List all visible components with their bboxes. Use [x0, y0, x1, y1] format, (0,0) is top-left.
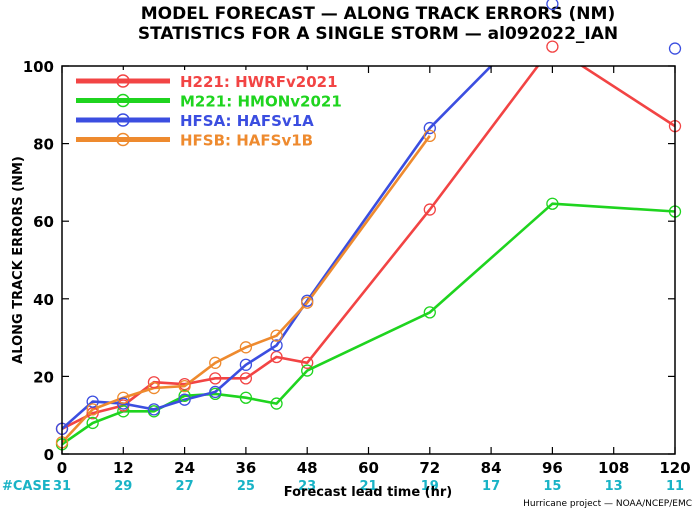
x-axis-label: Forecast lead time (hr): [284, 485, 452, 500]
legend-marker: [116, 132, 130, 147]
case-count: 13: [605, 479, 623, 494]
data-point: [546, 40, 559, 53]
legend-marker: [116, 74, 130, 88]
case-count: 11: [666, 479, 684, 494]
x-tick-label: 0: [57, 459, 67, 477]
data-point: [423, 129, 436, 142]
data-point: [209, 385, 222, 399]
legend-label: HFSA: HAFSv1A: [180, 112, 314, 130]
y-tick-label: 80: [33, 136, 54, 154]
data-point: [86, 395, 99, 408]
case-counts: 31 29 27 25 23 21 19 17 15 13 11: [53, 479, 684, 494]
case-count: 15: [543, 479, 561, 494]
data-point: [147, 376, 161, 389]
data-point: [178, 393, 191, 406]
x-tick-label: 120: [659, 459, 690, 477]
case-count: 23: [298, 479, 316, 494]
data-point: [270, 339, 283, 352]
chart-title-line-2: STATISTICS FOR A SINGLE STORM — al092022…: [138, 24, 618, 44]
x-tick-label: 96: [542, 459, 563, 477]
data-point: [209, 356, 222, 369]
data-point: [301, 296, 314, 309]
x-tick-label: 24: [174, 459, 195, 477]
case-count: 25: [237, 479, 255, 494]
series-line-4: [62, 135, 431, 444]
data-point: [147, 403, 161, 416]
data-point: [546, 0, 559, 11]
legend-label: H221: HWRFv2021: [180, 73, 338, 91]
legend-marker: [116, 113, 130, 127]
data-point: [178, 379, 191, 393]
axis-ticks: 0 12 24 36 48 60 72 84 96 108 120 0 20 40 60 80 100: [23, 58, 691, 477]
data-point: [668, 42, 682, 55]
case-count: 27: [176, 479, 194, 494]
x-tick-label: 108: [598, 459, 629, 477]
data-point: [117, 391, 130, 404]
data-point: [301, 364, 314, 377]
credit-text: Hurricane project — NOAA/NCEP/EMC: [523, 499, 692, 509]
case-label: #CASE: [2, 479, 51, 494]
case-count: 17: [482, 479, 500, 494]
data-point: [270, 397, 283, 410]
data-point: [239, 372, 253, 385]
data-point: [178, 389, 191, 402]
x-tick-label: 84: [481, 459, 502, 477]
y-tick-label: 40: [33, 291, 54, 309]
data-point: [423, 306, 436, 319]
x-tick-label: 60: [358, 459, 379, 477]
data-point: [239, 358, 253, 371]
case-count: 19: [421, 479, 439, 494]
y-axis-label: ALONG TRACK ERRORS (NM): [11, 156, 26, 364]
data-point: [239, 341, 253, 354]
chart-title-line-1: MODEL FORECAST — ALONG TRACK ERRORS (NM): [141, 4, 615, 24]
data-point: [423, 203, 436, 216]
x-tick-label: 36: [235, 459, 256, 477]
y-tick-label: 0: [44, 446, 54, 464]
data-point: [301, 356, 314, 369]
case-count: 21: [359, 479, 377, 494]
data-point: [239, 391, 253, 404]
series-layer: [55, 0, 682, 451]
data-point: [86, 403, 99, 416]
data-point: [117, 405, 130, 418]
data-point: [147, 381, 161, 395]
data-point: [270, 329, 283, 342]
legend-marker: [116, 93, 130, 108]
legend-label: M221: HMONv2021: [180, 93, 342, 111]
y-tick-label: 20: [33, 368, 54, 386]
case-count: 29: [114, 479, 132, 494]
data-point: [209, 372, 222, 385]
data-point: [546, 197, 559, 210]
case-count: 31: [53, 479, 71, 494]
x-tick-label: 72: [419, 459, 440, 477]
y-tick-label: 100: [23, 58, 54, 76]
x-tick-label: 12: [113, 459, 134, 477]
legend-label: HFSB: HAFSv1B: [180, 132, 313, 150]
data-point: [117, 397, 130, 410]
y-tick-label: 60: [33, 213, 54, 231]
x-tick-label: 48: [297, 459, 318, 477]
data-point: [86, 416, 99, 430]
data-point: [423, 121, 436, 135]
